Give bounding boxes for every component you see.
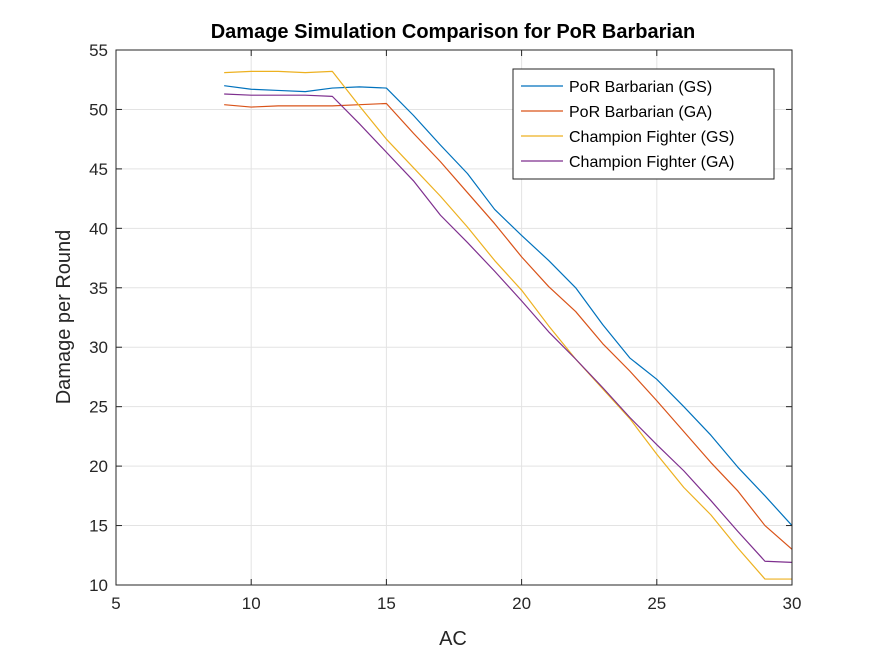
x-tick-label: 25 — [647, 594, 666, 613]
x-axis-label: AC — [439, 628, 467, 650]
y-tick-label: 40 — [89, 219, 108, 238]
x-tick-label: 20 — [512, 594, 531, 613]
legend: PoR Barbarian (GS) PoR Barbarian (GA) Cham… — [512, 68, 775, 180]
y-tick-label: 10 — [89, 576, 108, 595]
series-line-3 — [224, 70, 792, 580]
y-tick-label: 50 — [89, 100, 108, 119]
y-tick-label: 35 — [89, 279, 108, 298]
y-tick-label: 30 — [89, 338, 108, 357]
series-line-4 — [224, 93, 793, 564]
x-tick-label: 30 — [783, 594, 802, 613]
x-tick-label: 5 — [111, 594, 120, 613]
y-tick-label: 25 — [89, 398, 108, 417]
y-tick-label: 55 — [89, 41, 108, 60]
legend-label: Champion Fighter (GS) — [569, 129, 734, 146]
series-line-2 — [224, 102, 793, 550]
series-lines — [224, 70, 793, 580]
chart-title: Damage Simulation Comparison for PoR Bar… — [211, 21, 696, 43]
x-tick-label: 15 — [377, 594, 396, 613]
y-axis-label: Damage per Round — [53, 230, 75, 405]
legend-label: PoR Barbarian (GS) — [569, 79, 712, 96]
y-tick-label: 15 — [89, 517, 108, 536]
legend-label: PoR Barbarian (GA) — [569, 104, 712, 121]
legend-label: Champion Fighter (GA) — [569, 154, 734, 171]
series-line-1 — [224, 85, 793, 526]
axes-box — [115, 49, 793, 586]
axes — [115, 49, 793, 586]
y-tick-label: 20 — [89, 457, 108, 476]
x-tick-label: 10 — [242, 594, 261, 613]
y-tick-label: 45 — [89, 160, 108, 179]
